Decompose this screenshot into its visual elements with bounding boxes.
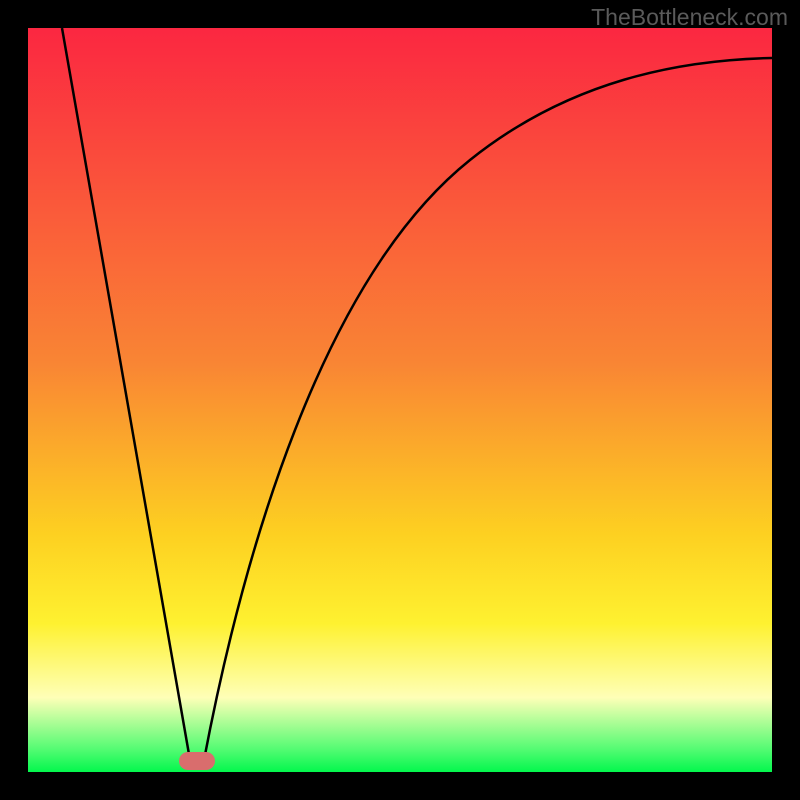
- watermark-text: TheBottleneck.com: [591, 4, 788, 31]
- plot-area: [28, 28, 772, 772]
- curve-right-path: [204, 58, 772, 760]
- chart-frame: TheBottleneck.com: [0, 0, 800, 800]
- curve-left-line: [62, 28, 190, 760]
- trough-marker: [179, 752, 215, 770]
- bottleneck-curve: [28, 28, 772, 772]
